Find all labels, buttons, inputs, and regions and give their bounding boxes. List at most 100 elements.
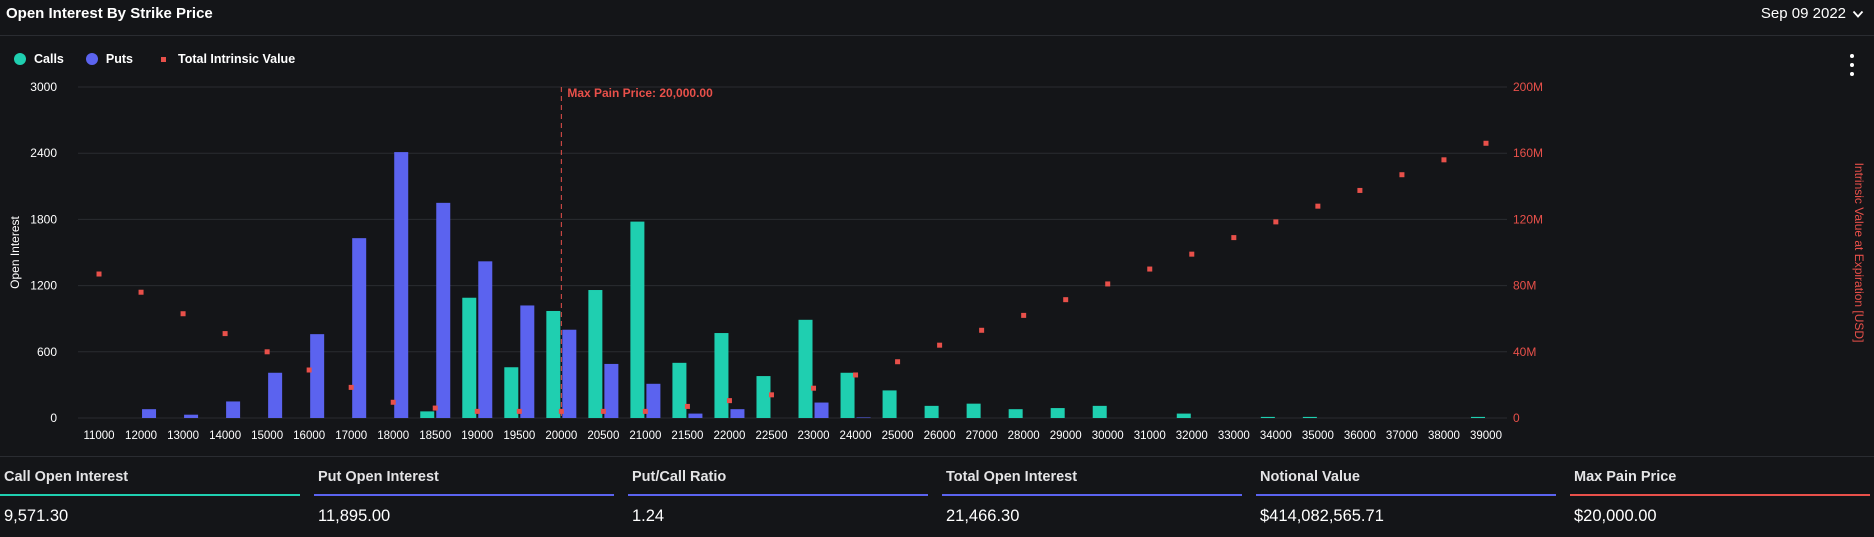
intrinsic-value-point <box>1357 187 1363 193</box>
put-bar <box>226 401 241 418</box>
x-tick-label: 38000 <box>1428 430 1460 442</box>
legend-item-intrinsic[interactable]: Total Intrinsic Value <box>155 52 295 66</box>
call-bar <box>1470 416 1485 418</box>
intrinsic-value-point <box>726 398 732 404</box>
x-tick-label: 27000 <box>966 430 998 442</box>
call-bar <box>504 367 519 418</box>
stat-underline <box>0 494 300 496</box>
legend-puts-label: Puts <box>105 52 133 66</box>
x-tick-label: 23000 <box>798 430 830 442</box>
stat-underline <box>628 494 928 496</box>
intrinsic-value-point <box>390 399 396 405</box>
intrinsic-swatch-icon <box>160 56 166 62</box>
put-bar <box>562 329 577 418</box>
intrinsic-value-point <box>768 392 774 398</box>
x-tick-label: 33000 <box>1218 430 1250 442</box>
intrinsic-value-point <box>222 331 228 337</box>
x-tick-label: 17000 <box>335 430 367 442</box>
x-tick-label: 39000 <box>1470 430 1502 442</box>
x-tick-label: 25000 <box>882 430 914 442</box>
call-bar <box>882 390 897 418</box>
intrinsic-value-point <box>138 289 144 295</box>
x-tick-label: 14000 <box>209 430 241 442</box>
chart-title: Open Interest By Strike Price <box>6 5 213 22</box>
put-bar <box>394 152 409 418</box>
legend-item-puts[interactable]: Puts <box>85 52 133 66</box>
x-tick-label: 19000 <box>461 430 493 442</box>
x-tick-label: 21000 <box>629 430 661 442</box>
call-bar <box>630 221 645 418</box>
intrinsic-value-point <box>895 359 901 365</box>
x-tick-label: 13000 <box>167 430 199 442</box>
intrinsic-value-point <box>1105 281 1111 287</box>
stat-label: Notional Value <box>1260 469 1360 485</box>
put-bar <box>604 363 619 418</box>
y-tick-label: 0 <box>50 411 57 425</box>
y2-tick-label: 0 <box>1513 411 1520 425</box>
stat-value: 9,571.30 <box>4 507 69 525</box>
intrinsic-value-point <box>600 408 606 414</box>
intrinsic-value-point <box>1315 203 1321 209</box>
legend-item-calls[interactable]: Calls <box>14 52 64 66</box>
intrinsic-value-point <box>1441 157 1447 163</box>
stat-notional-value: Notional Value $414,082,565.71 <box>1256 457 1556 537</box>
x-tick-label: 20000 <box>545 430 577 442</box>
put-bar <box>814 402 829 418</box>
y2-tick-label: 80M <box>1513 279 1536 293</box>
y-axis-title: Open Interest <box>8 215 22 288</box>
x-tick-label: 24000 <box>840 430 872 442</box>
stat-call-open-interest: Call Open Interest 9,571.30 <box>0 457 300 537</box>
intrinsic-value-point <box>979 327 985 333</box>
stat-underline <box>1256 494 1556 496</box>
intrinsic-value-point <box>516 408 522 414</box>
put-bar <box>268 372 283 418</box>
call-bar <box>420 411 435 418</box>
put-bar <box>436 202 451 418</box>
open-interest-chart: 06001200180024003000040M80M120M160M200MO… <box>8 80 1866 442</box>
call-bar <box>1176 413 1191 418</box>
chart-menu-button[interactable] <box>1845 54 1859 76</box>
put-bar <box>352 238 367 418</box>
intrinsic-value-point <box>1063 297 1069 303</box>
expiry-date-select[interactable]: Sep 09 2022 <box>1761 5 1864 22</box>
x-tick-label: 36000 <box>1344 430 1376 442</box>
expiry-date-value: Sep 09 2022 <box>1760 5 1846 22</box>
intrinsic-value-point <box>306 367 312 373</box>
x-tick-label: 37000 <box>1386 430 1418 442</box>
put-bar <box>142 409 157 418</box>
intrinsic-value-point <box>1231 235 1237 241</box>
x-tick-label: 26000 <box>924 430 956 442</box>
put-bar <box>520 305 535 418</box>
intrinsic-value-point <box>684 403 690 409</box>
call-bar <box>756 376 771 418</box>
x-tick-label: 22000 <box>713 430 745 442</box>
x-tick-label: 31000 <box>1134 430 1166 442</box>
intrinsic-value-point <box>1189 251 1195 257</box>
x-tick-label: 11000 <box>83 430 114 442</box>
stat-value: $20,000.00 <box>1574 507 1657 525</box>
intrinsic-value-point <box>1021 312 1027 318</box>
stat-underline <box>942 494 1242 496</box>
chevron-down-icon <box>1852 10 1864 18</box>
intrinsic-value-point <box>1399 172 1405 178</box>
intrinsic-value-point <box>432 405 438 411</box>
puts-swatch-icon <box>85 53 98 65</box>
put-bar <box>730 409 745 418</box>
call-bar <box>1092 405 1107 418</box>
put-bar <box>184 414 199 418</box>
stat-put-call-ratio: Put/Call Ratio 1.24 <box>628 457 928 537</box>
x-tick-label: 20500 <box>587 430 619 442</box>
put-bar <box>310 334 325 418</box>
call-bar <box>462 297 477 418</box>
x-tick-label: 12000 <box>125 430 157 442</box>
y-tick-label: 600 <box>37 345 57 359</box>
max-pain-annotation: Max Pain Price: 20,000.00 <box>567 86 713 100</box>
y-tick-label: 3000 <box>30 80 57 94</box>
more-vertical-icon <box>1850 54 1854 58</box>
intrinsic-value-point <box>811 385 817 391</box>
call-bar <box>798 319 813 418</box>
intrinsic-value-point <box>1147 266 1153 272</box>
put-bar <box>856 417 871 418</box>
x-tick-label: 21500 <box>671 430 703 442</box>
intrinsic-value-point <box>1273 219 1279 225</box>
